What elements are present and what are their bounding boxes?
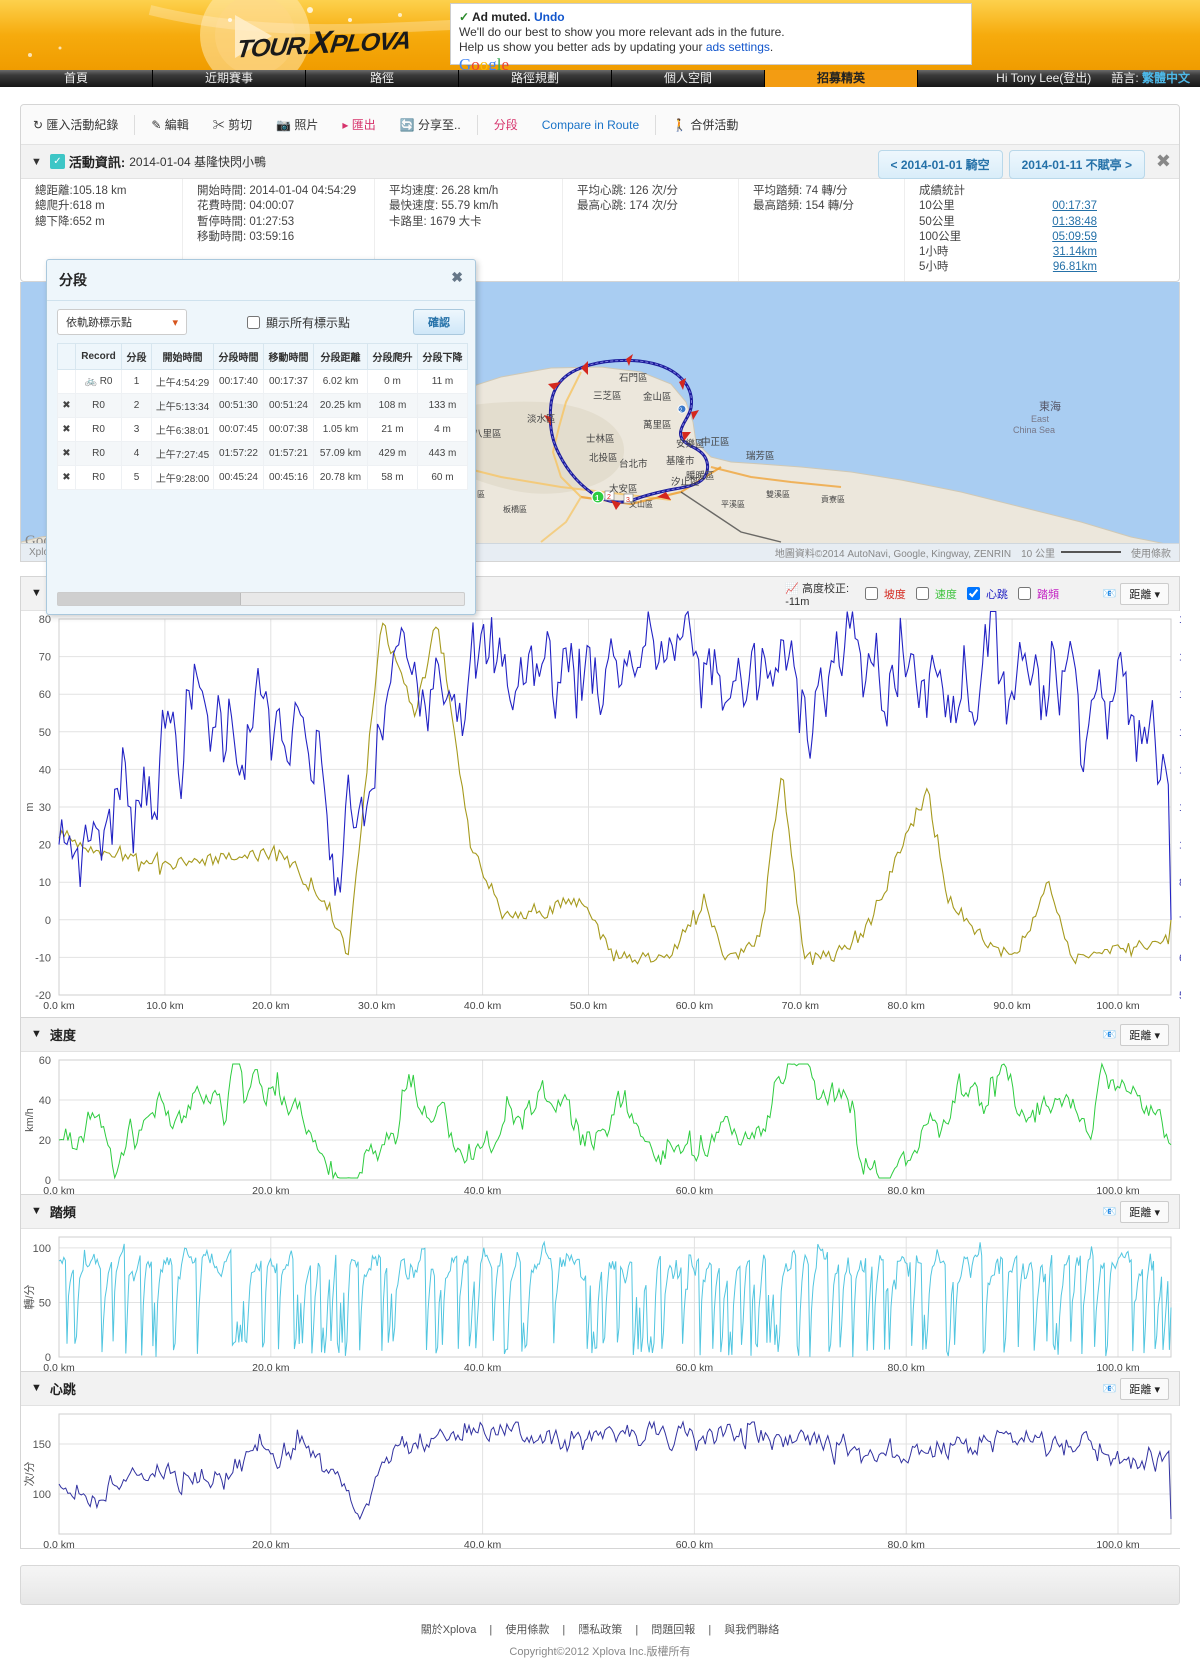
svg-text:次/分: 次/分 bbox=[22, 1461, 36, 1486]
svg-text:貢寮區: 貢寮區 bbox=[821, 494, 845, 504]
svg-text:1: 1 bbox=[595, 494, 600, 503]
svg-text:East: East bbox=[1031, 414, 1050, 424]
svg-text:40.0 km: 40.0 km bbox=[464, 1185, 502, 1194]
svg-text:60.0 km: 60.0 km bbox=[676, 1362, 714, 1371]
svg-text:166: 166 bbox=[1179, 651, 1181, 663]
svg-text:2: 2 bbox=[607, 494, 611, 501]
svg-text:台北市: 台北市 bbox=[619, 458, 648, 470]
svg-text:20: 20 bbox=[39, 1135, 51, 1147]
svg-text:40.0 km: 40.0 km bbox=[464, 1000, 502, 1012]
svg-text:20.0 km: 20.0 km bbox=[252, 1185, 290, 1194]
svg-text:轉/分: 轉/分 bbox=[23, 1284, 36, 1309]
svg-text:文山區: 文山區 bbox=[629, 499, 653, 509]
svg-text:40.0 km: 40.0 km bbox=[464, 1362, 502, 1371]
svg-text:150: 150 bbox=[33, 1439, 51, 1451]
svg-text:石門區: 石門區 bbox=[619, 373, 648, 384]
svg-text:20.0 km: 20.0 km bbox=[252, 1539, 290, 1548]
svg-text:30: 30 bbox=[39, 802, 51, 814]
svg-text:50: 50 bbox=[39, 727, 51, 739]
svg-text:基隆市: 基隆市 bbox=[666, 455, 695, 467]
svg-text:80.0 km: 80.0 km bbox=[888, 1539, 926, 1548]
svg-text:50: 50 bbox=[39, 1297, 51, 1309]
svg-text:76: 76 bbox=[1179, 915, 1181, 927]
svg-text:中正區: 中正區 bbox=[701, 436, 730, 448]
svg-text:10.0 km: 10.0 km bbox=[146, 1000, 184, 1012]
svg-text:102: 102 bbox=[1179, 839, 1181, 851]
svg-text:51: 51 bbox=[1179, 990, 1181, 1002]
svg-text:40.0 km: 40.0 km bbox=[464, 1539, 502, 1548]
svg-text:km/h: km/h bbox=[24, 1108, 36, 1132]
svg-text:淡水區: 淡水區 bbox=[527, 413, 556, 425]
svg-text:70.0 km: 70.0 km bbox=[782, 1000, 820, 1012]
svg-text:90.0 km: 90.0 km bbox=[993, 1000, 1031, 1012]
svg-text:100: 100 bbox=[33, 1489, 51, 1501]
svg-text:平溪區: 平溪區 bbox=[721, 499, 745, 509]
svg-text:20.0 km: 20.0 km bbox=[252, 1362, 290, 1371]
svg-text:30.0 km: 30.0 km bbox=[358, 1000, 396, 1012]
svg-text:0.0 km: 0.0 km bbox=[43, 1362, 75, 1371]
svg-text:128: 128 bbox=[1179, 764, 1181, 776]
svg-text:60: 60 bbox=[39, 1055, 51, 1067]
svg-text:北投區: 北投區 bbox=[589, 452, 618, 464]
svg-text:60: 60 bbox=[39, 689, 51, 701]
svg-text:179: 179 bbox=[1179, 614, 1181, 626]
svg-text:100.0 km: 100.0 km bbox=[1096, 1000, 1139, 1012]
svg-text:0.0 km: 0.0 km bbox=[43, 1185, 75, 1194]
svg-text:154: 154 bbox=[1179, 689, 1181, 701]
svg-text:40: 40 bbox=[39, 1095, 51, 1107]
svg-text:60.0 km: 60.0 km bbox=[676, 1000, 714, 1012]
svg-text:-10: -10 bbox=[35, 952, 51, 964]
svg-text:141: 141 bbox=[1179, 727, 1181, 739]
svg-text:80.0 km: 80.0 km bbox=[888, 1362, 926, 1371]
svg-text:大安區: 大安區 bbox=[609, 483, 638, 495]
svg-text:三芝區: 三芝區 bbox=[593, 390, 622, 402]
svg-text:瑞芳區: 瑞芳區 bbox=[746, 450, 775, 462]
svg-text:20: 20 bbox=[39, 839, 51, 851]
svg-text:0.0 km: 0.0 km bbox=[43, 1000, 75, 1012]
svg-text:80: 80 bbox=[39, 614, 51, 626]
svg-text:70: 70 bbox=[39, 651, 51, 663]
svg-text:50.0 km: 50.0 km bbox=[570, 1000, 608, 1012]
svg-text:80.0 km: 80.0 km bbox=[888, 1185, 926, 1194]
svg-text:64: 64 bbox=[1179, 952, 1181, 964]
svg-text:80.0 km: 80.0 km bbox=[888, 1000, 926, 1012]
svg-text:雙溪區: 雙溪區 bbox=[766, 489, 790, 499]
svg-text:暖暖區: 暖暖區 bbox=[686, 470, 715, 482]
svg-text:0.0 km: 0.0 km bbox=[43, 1539, 75, 1548]
svg-text:士林區: 士林區 bbox=[586, 433, 615, 445]
svg-text:115: 115 bbox=[1179, 802, 1181, 814]
svg-text:m: m bbox=[24, 802, 36, 811]
svg-text:60.0 km: 60.0 km bbox=[676, 1185, 714, 1194]
svg-text:0: 0 bbox=[45, 915, 51, 927]
svg-text:100.0 km: 100.0 km bbox=[1096, 1185, 1139, 1194]
svg-text:東海: 東海 bbox=[1039, 399, 1061, 413]
svg-text:八里區: 八里區 bbox=[473, 429, 502, 440]
svg-text:10: 10 bbox=[39, 877, 51, 889]
svg-text:40: 40 bbox=[39, 764, 51, 776]
svg-text:100.0 km: 100.0 km bbox=[1096, 1539, 1139, 1548]
svg-text:100: 100 bbox=[33, 1243, 51, 1255]
svg-text:萬里區: 萬里區 bbox=[643, 419, 672, 431]
svg-text:金山區: 金山區 bbox=[643, 391, 672, 403]
svg-text:60.0 km: 60.0 km bbox=[676, 1539, 714, 1548]
svg-text:China Sea: China Sea bbox=[1013, 425, 1055, 435]
svg-text:20.0 km: 20.0 km bbox=[252, 1000, 290, 1012]
svg-text:100.0 km: 100.0 km bbox=[1096, 1362, 1139, 1371]
svg-text:89: 89 bbox=[1179, 877, 1181, 889]
svg-text:板橋區: 板橋區 bbox=[503, 504, 527, 514]
